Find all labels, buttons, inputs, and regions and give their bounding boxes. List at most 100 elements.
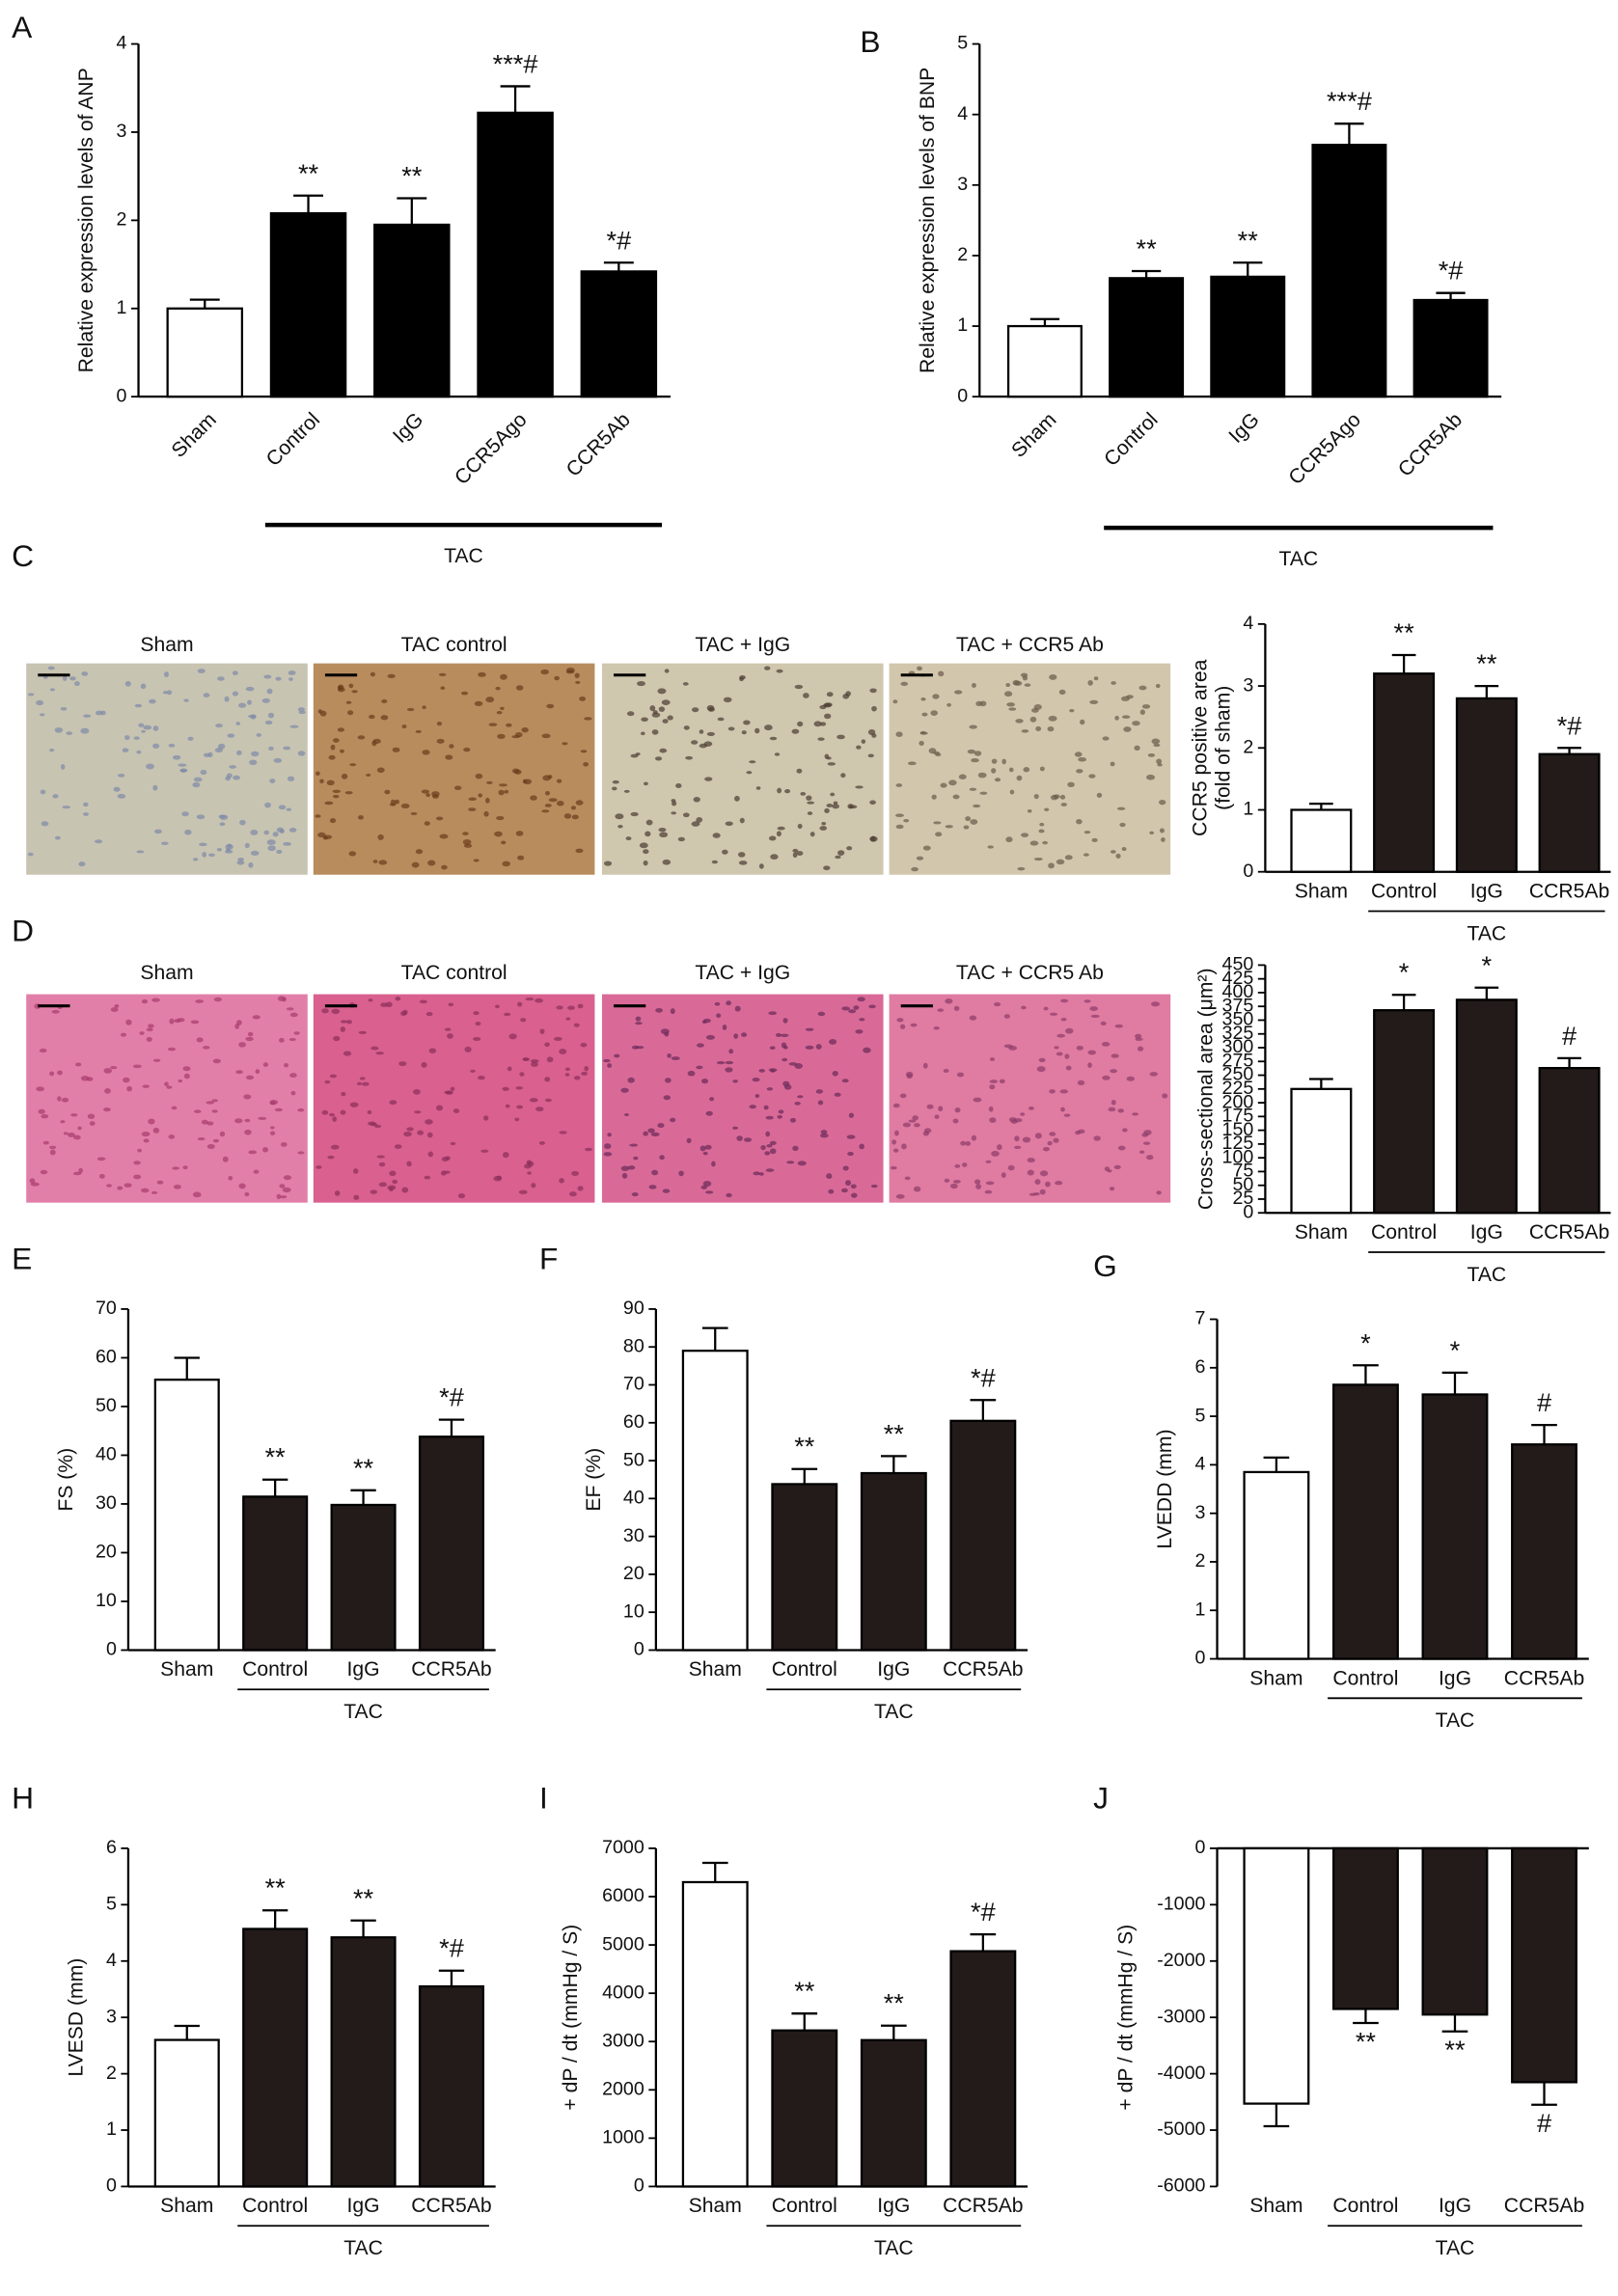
nucleus	[317, 832, 326, 838]
y-tick-label: 80	[623, 1335, 644, 1356]
nucleus	[765, 1115, 774, 1120]
nucleus	[1143, 1130, 1152, 1135]
bar	[1538, 1066, 1601, 1215]
nucleus	[1090, 1014, 1100, 1019]
nucleus	[717, 717, 725, 722]
nucleus	[648, 1185, 657, 1189]
nucleus	[749, 1105, 756, 1109]
nucleus	[1059, 794, 1066, 800]
nucleus	[758, 1172, 764, 1176]
nucleus	[769, 736, 778, 741]
group-label: TAC	[343, 2237, 383, 2259]
y-tick-label: 7000	[602, 1837, 644, 1858]
nucleus	[1093, 1135, 1101, 1141]
nucleus	[140, 1188, 150, 1193]
nucleus	[1080, 719, 1085, 725]
nucleus	[621, 1172, 628, 1179]
nucleus	[984, 1189, 993, 1194]
nucleus	[398, 1061, 407, 1067]
nucleus	[671, 801, 677, 806]
nucleus	[985, 1181, 995, 1186]
micrograph-title: Sham	[140, 634, 193, 656]
nucleus	[203, 752, 210, 757]
nucleus	[441, 864, 448, 870]
nucleus	[247, 699, 252, 705]
nucleus	[38, 1108, 45, 1114]
nucleus	[1029, 716, 1037, 723]
nucleus	[353, 1194, 360, 1200]
nucleus	[958, 774, 967, 779]
nucleus	[945, 825, 953, 829]
nucleus	[148, 1118, 155, 1125]
nucleus	[1104, 1166, 1111, 1172]
nucleus	[766, 1087, 774, 1091]
nucleus	[473, 859, 480, 862]
nucleus	[826, 804, 834, 807]
nucleus	[1117, 1145, 1126, 1151]
nucleus	[392, 747, 400, 752]
nucleus	[699, 1145, 706, 1152]
nucleus	[819, 1133, 829, 1138]
nucleus	[438, 672, 447, 677]
nucleus	[670, 1008, 675, 1015]
nucleus	[341, 1092, 346, 1097]
nucleus	[1060, 998, 1069, 1003]
nucleus	[1033, 704, 1042, 710]
y-tick-label: 1	[957, 314, 968, 336]
nucleus	[910, 1023, 918, 1027]
nucleus	[98, 1173, 105, 1179]
nucleus	[323, 834, 333, 839]
nucleus	[202, 1046, 210, 1050]
micrograph-title: Sham	[140, 962, 193, 984]
nucleus	[525, 998, 535, 1001]
nucleus	[192, 858, 199, 861]
nucleus	[530, 795, 537, 801]
nucleus	[658, 706, 666, 712]
y-tick-label: 0	[117, 385, 127, 406]
nucleus	[535, 1107, 544, 1112]
nucleus	[725, 1067, 733, 1073]
nucleus	[244, 1129, 252, 1135]
nucleus	[755, 786, 761, 790]
nucleus	[571, 814, 579, 820]
nucleus	[953, 1005, 960, 1011]
nucleus	[1123, 726, 1132, 732]
nucleus	[741, 1032, 748, 1037]
nucleus	[264, 720, 273, 725]
nucleus	[253, 1169, 260, 1174]
nucleus	[890, 1165, 897, 1170]
nucleus	[775, 1032, 782, 1037]
nucleus	[192, 781, 201, 788]
nucleus	[841, 1006, 851, 1011]
nucleus	[1108, 1107, 1116, 1112]
nucleus	[1035, 725, 1042, 731]
nucleus	[1034, 1133, 1042, 1139]
nucleus	[1153, 743, 1161, 748]
nucleus	[817, 737, 825, 741]
nucleus	[895, 731, 903, 737]
nucleus	[725, 821, 733, 827]
micrograph	[601, 994, 884, 1203]
nucleus	[51, 1009, 60, 1014]
nucleus	[643, 849, 649, 855]
nucleus	[892, 1103, 900, 1108]
nucleus	[215, 724, 223, 728]
nucleus	[114, 1003, 120, 1008]
nucleus	[245, 686, 255, 692]
nucleus	[400, 803, 410, 809]
nucleus	[1055, 1181, 1063, 1186]
x-tick-label: Sham	[689, 2195, 742, 2217]
nucleus	[1049, 674, 1057, 680]
significance-label: *	[1360, 1327, 1371, 1357]
nucleus	[450, 1141, 456, 1146]
nucleus	[268, 746, 274, 751]
nucleus	[985, 1160, 992, 1163]
nucleus	[124, 680, 131, 687]
x-tick-label: CCR5Ab	[943, 1658, 1023, 1681]
nucleus	[857, 997, 865, 1002]
y-tick-label: -6000	[1157, 2175, 1205, 2197]
y-axis-label: Relative expression levels of ANP	[75, 68, 97, 372]
significance-label: **	[1137, 233, 1158, 263]
nucleus	[353, 1168, 359, 1174]
y-axis-label: + dP / dt (mmHg / S)	[1114, 1925, 1137, 2111]
